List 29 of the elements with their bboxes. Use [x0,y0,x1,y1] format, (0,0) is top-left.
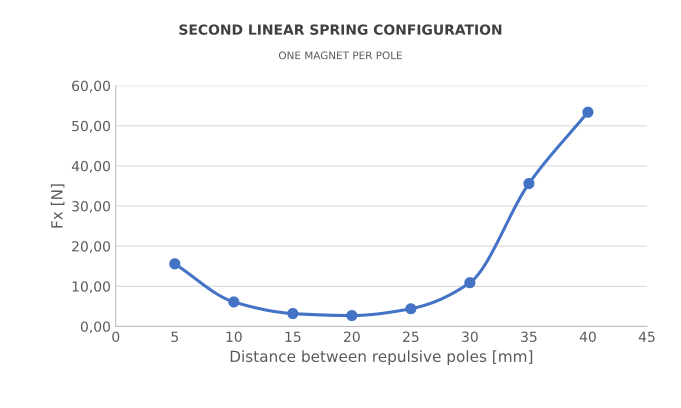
point [346,310,358,322]
y-tick-label: 60,00 [72,80,110,93]
x-tick-label: 30 [462,332,478,342]
y-tick-label: 40,00 [72,160,110,173]
y-axis-title: Fx [N] [50,184,64,228]
y-tick-label: 0,00 [80,321,110,334]
point [169,258,180,270]
chart-subtitle: ONE MAGNET PER POLE [278,51,402,60]
point [228,296,240,308]
y-tick-label: 50,00 [72,120,110,133]
point [523,178,534,190]
x-axis-title: Distance between repulsive poles [mm] [230,350,532,366]
x-tick-label: 40 [580,332,596,342]
x-tick-label: 5 [171,332,178,342]
point [287,308,298,320]
point [464,277,476,288]
chart-title: SECOND LINEAR SPRING CONFIGURATION [179,24,502,35]
x-tick-label: 20 [344,332,360,342]
point [582,106,594,118]
y-tick-label: 30,00 [72,201,110,213]
x-tick-label: 0 [112,332,120,342]
point [405,303,416,314]
y-tick-label: 20,00 [72,241,110,254]
x-tick-label: 45 [638,332,655,342]
x-tick-label: 25 [403,332,418,342]
x-tick-label: 10 [226,332,242,342]
y-tick-label: 10,00 [72,281,110,294]
x-tick-label: 35 [521,332,537,342]
x-tick-label: 15 [286,332,300,342]
